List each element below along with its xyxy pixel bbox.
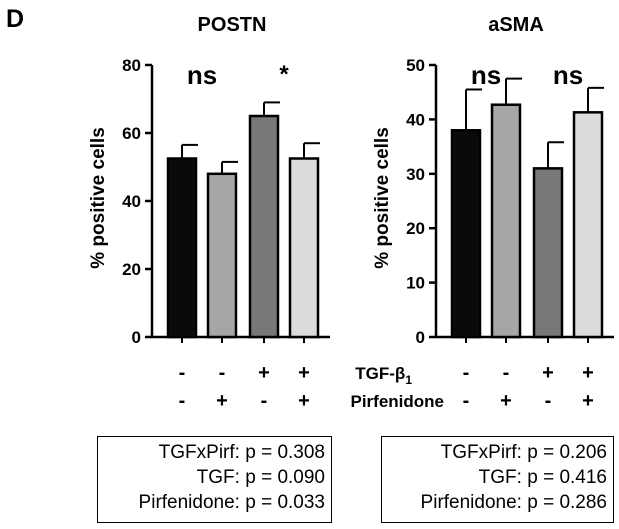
right-bar-3 [572,111,604,339]
right-chart-title: aSMA [488,14,544,36]
left-tgf-sign-0: - [179,362,186,384]
left-y-tick-label-4: 80 [122,56,141,75]
left-pirf-sign-2: - [261,390,268,412]
right-pirf-sign-0: - [463,390,470,412]
left-y-tick-label-3: 60 [122,124,141,143]
left-stats-box: TGFxPirf: p = 0.308 TGF: p = 0.090 Pirfe… [97,436,332,523]
left-stat-tgf: TGF: p = 0.090 [196,467,325,488]
right-y-axis-label: % positive cells [372,127,393,269]
right-tgf-sign-3: + [582,362,594,384]
right-stats-box: TGFxPirf: p = 0.206 TGF: p = 0.416 Pirfe… [381,436,614,523]
right-y-tick-label-3: 30 [406,165,425,184]
left-pirf-sign-1: + [216,390,228,412]
left-tgf-sign-3: + [298,362,310,384]
right-y-tick-label-5: 50 [406,56,425,75]
right-stat-interaction: TGFxPirf: p = 0.206 [440,442,607,463]
right-bar-2 [532,167,564,339]
right-pirf-sign-1: + [500,390,512,412]
right-y-tick-label-4: 40 [406,110,425,129]
left-y-tick-label-0: 0 [132,328,141,347]
right-bar-chart: 0 10 20 30 40 50 ns ns - - + + - + - + [406,56,614,412]
left-bar-3 [288,157,320,339]
left-chart-title: POSTN [198,14,267,36]
left-y-tick-label-1: 20 [122,260,141,279]
left-pirf-sign-0: - [179,390,186,412]
right-pirf-sign-3: + [582,390,594,412]
left-bar-2 [248,114,280,339]
right-bar-1 [490,103,522,339]
left-stat-interaction: TGFxPirf: p = 0.308 [158,442,325,463]
left-significance-1: * [279,61,289,88]
right-stat-tgf: TGF: p = 0.416 [478,467,607,488]
left-y-axis-label: % positive cells [88,127,109,269]
panel-label: D [6,5,24,33]
left-bar-0 [166,157,198,339]
right-y-tick-label-1: 10 [406,274,425,293]
left-tgf-sign-2: + [258,362,270,384]
right-bar-0 [450,129,482,339]
tgf-row-label: TGF-β1 [355,364,412,387]
pirfenidone-row-label: Pirfenidone [350,392,444,411]
right-y-tick-label-2: 20 [406,219,425,238]
right-y-tick-label-0: 0 [416,328,425,347]
left-bar-chart: 0 20 40 60 80 ns * - - + + - + - + [122,56,330,412]
right-stat-pirfenidone: Pirfenidone: p = 0.286 [420,492,607,513]
left-stat-pirfenidone: Pirfenidone: p = 0.033 [138,492,325,513]
left-significance-0: ns [187,60,217,90]
left-pirf-sign-3: + [298,390,310,412]
right-significance-1: ns [553,60,583,90]
right-pirf-sign-2: - [545,390,552,412]
right-tgf-sign-2: + [542,362,554,384]
right-tgf-sign-0: - [463,362,470,384]
right-significance-0: ns [471,60,501,90]
left-tgf-sign-1: - [219,362,226,384]
left-y-tick-label-2: 40 [122,192,141,211]
right-tgf-sign-1: - [503,362,510,384]
left-bar-1 [206,172,238,339]
